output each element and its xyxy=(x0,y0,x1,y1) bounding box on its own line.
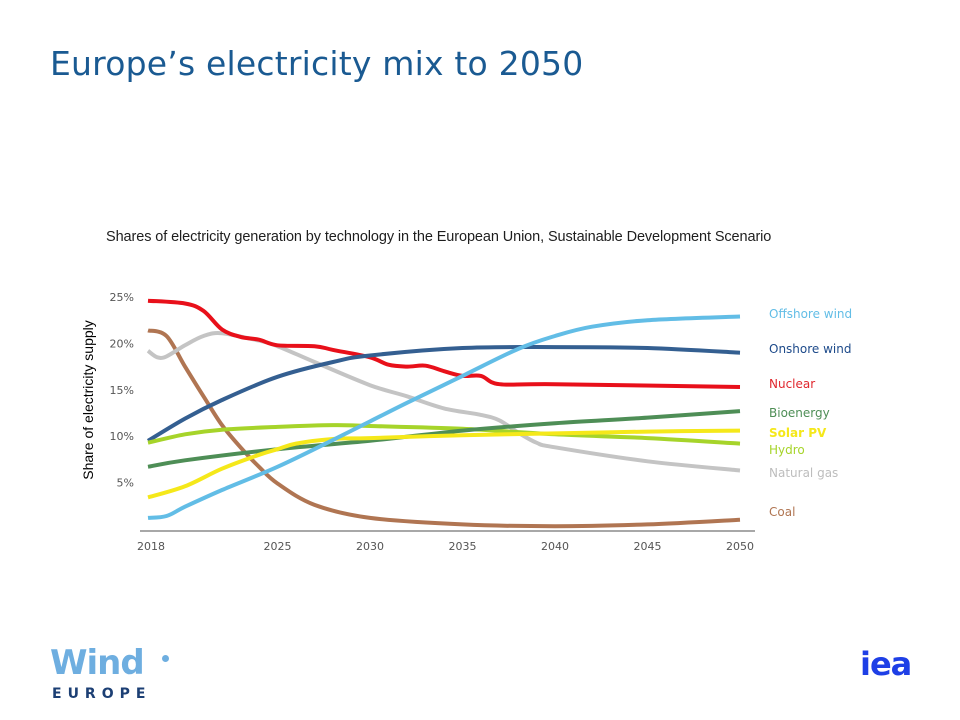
legend-label-onshore-wind: Onshore wind xyxy=(769,342,852,356)
series-line-nuclear xyxy=(147,298,741,389)
x-tick-label: 2025 xyxy=(264,540,292,553)
slide-title: Europe’s electricity mix to 2050 xyxy=(50,44,584,83)
windeurope-logo-wordmark: Wind xyxy=(50,643,145,683)
legend-label-hydro: Hydro xyxy=(769,443,805,457)
y-tick-label: 20% xyxy=(110,337,134,350)
x-tick-label: 2045 xyxy=(634,540,662,553)
legend-label-nuclear: Nuclear xyxy=(769,377,815,391)
y-tick-label: 25% xyxy=(110,291,134,304)
x-tick-label: 2035 xyxy=(449,540,477,553)
y-tick-label: 15% xyxy=(110,384,134,397)
iea-logo: iea xyxy=(860,645,912,683)
legend-label-solar-pv: Solar PV xyxy=(769,426,827,440)
x-tick-label: 2040 xyxy=(541,540,569,553)
y-tick-label: 10% xyxy=(110,430,134,443)
legend-label-coal: Coal xyxy=(769,505,795,519)
series-line-coal xyxy=(147,328,741,529)
series-line-hydro xyxy=(147,423,741,446)
x-tick-label: 2050 xyxy=(726,540,754,553)
legend-label-offshore-wind: Offshore wind xyxy=(769,307,852,321)
x-tick-label: 2018 xyxy=(137,540,165,553)
x-tick-label: 2030 xyxy=(356,540,384,553)
windeurope-logo-dot-icon xyxy=(162,655,169,662)
y-tick-label: 5% xyxy=(117,477,134,490)
axes: 2018 2025 2030 2035 2040 2045 2050 5% 10% 15% 20% 2… xyxy=(110,291,755,553)
legend: Offshore wind Onshore wind Nuclear Bioenerg… xyxy=(769,307,852,519)
chart-title: Shares of electricity generation by tech… xyxy=(106,229,772,245)
windeurope-logo-subtitle: EUROPE xyxy=(52,686,152,702)
series-line-offshore-wind xyxy=(147,314,741,520)
series-line-natural-gas xyxy=(146,331,741,473)
legend-label-natural-gas: Natural gas xyxy=(769,466,838,480)
series-lines xyxy=(146,298,741,529)
series-line-onshore-wind xyxy=(146,345,741,443)
legend-label-bioenergy: Bioenergy xyxy=(769,406,830,420)
